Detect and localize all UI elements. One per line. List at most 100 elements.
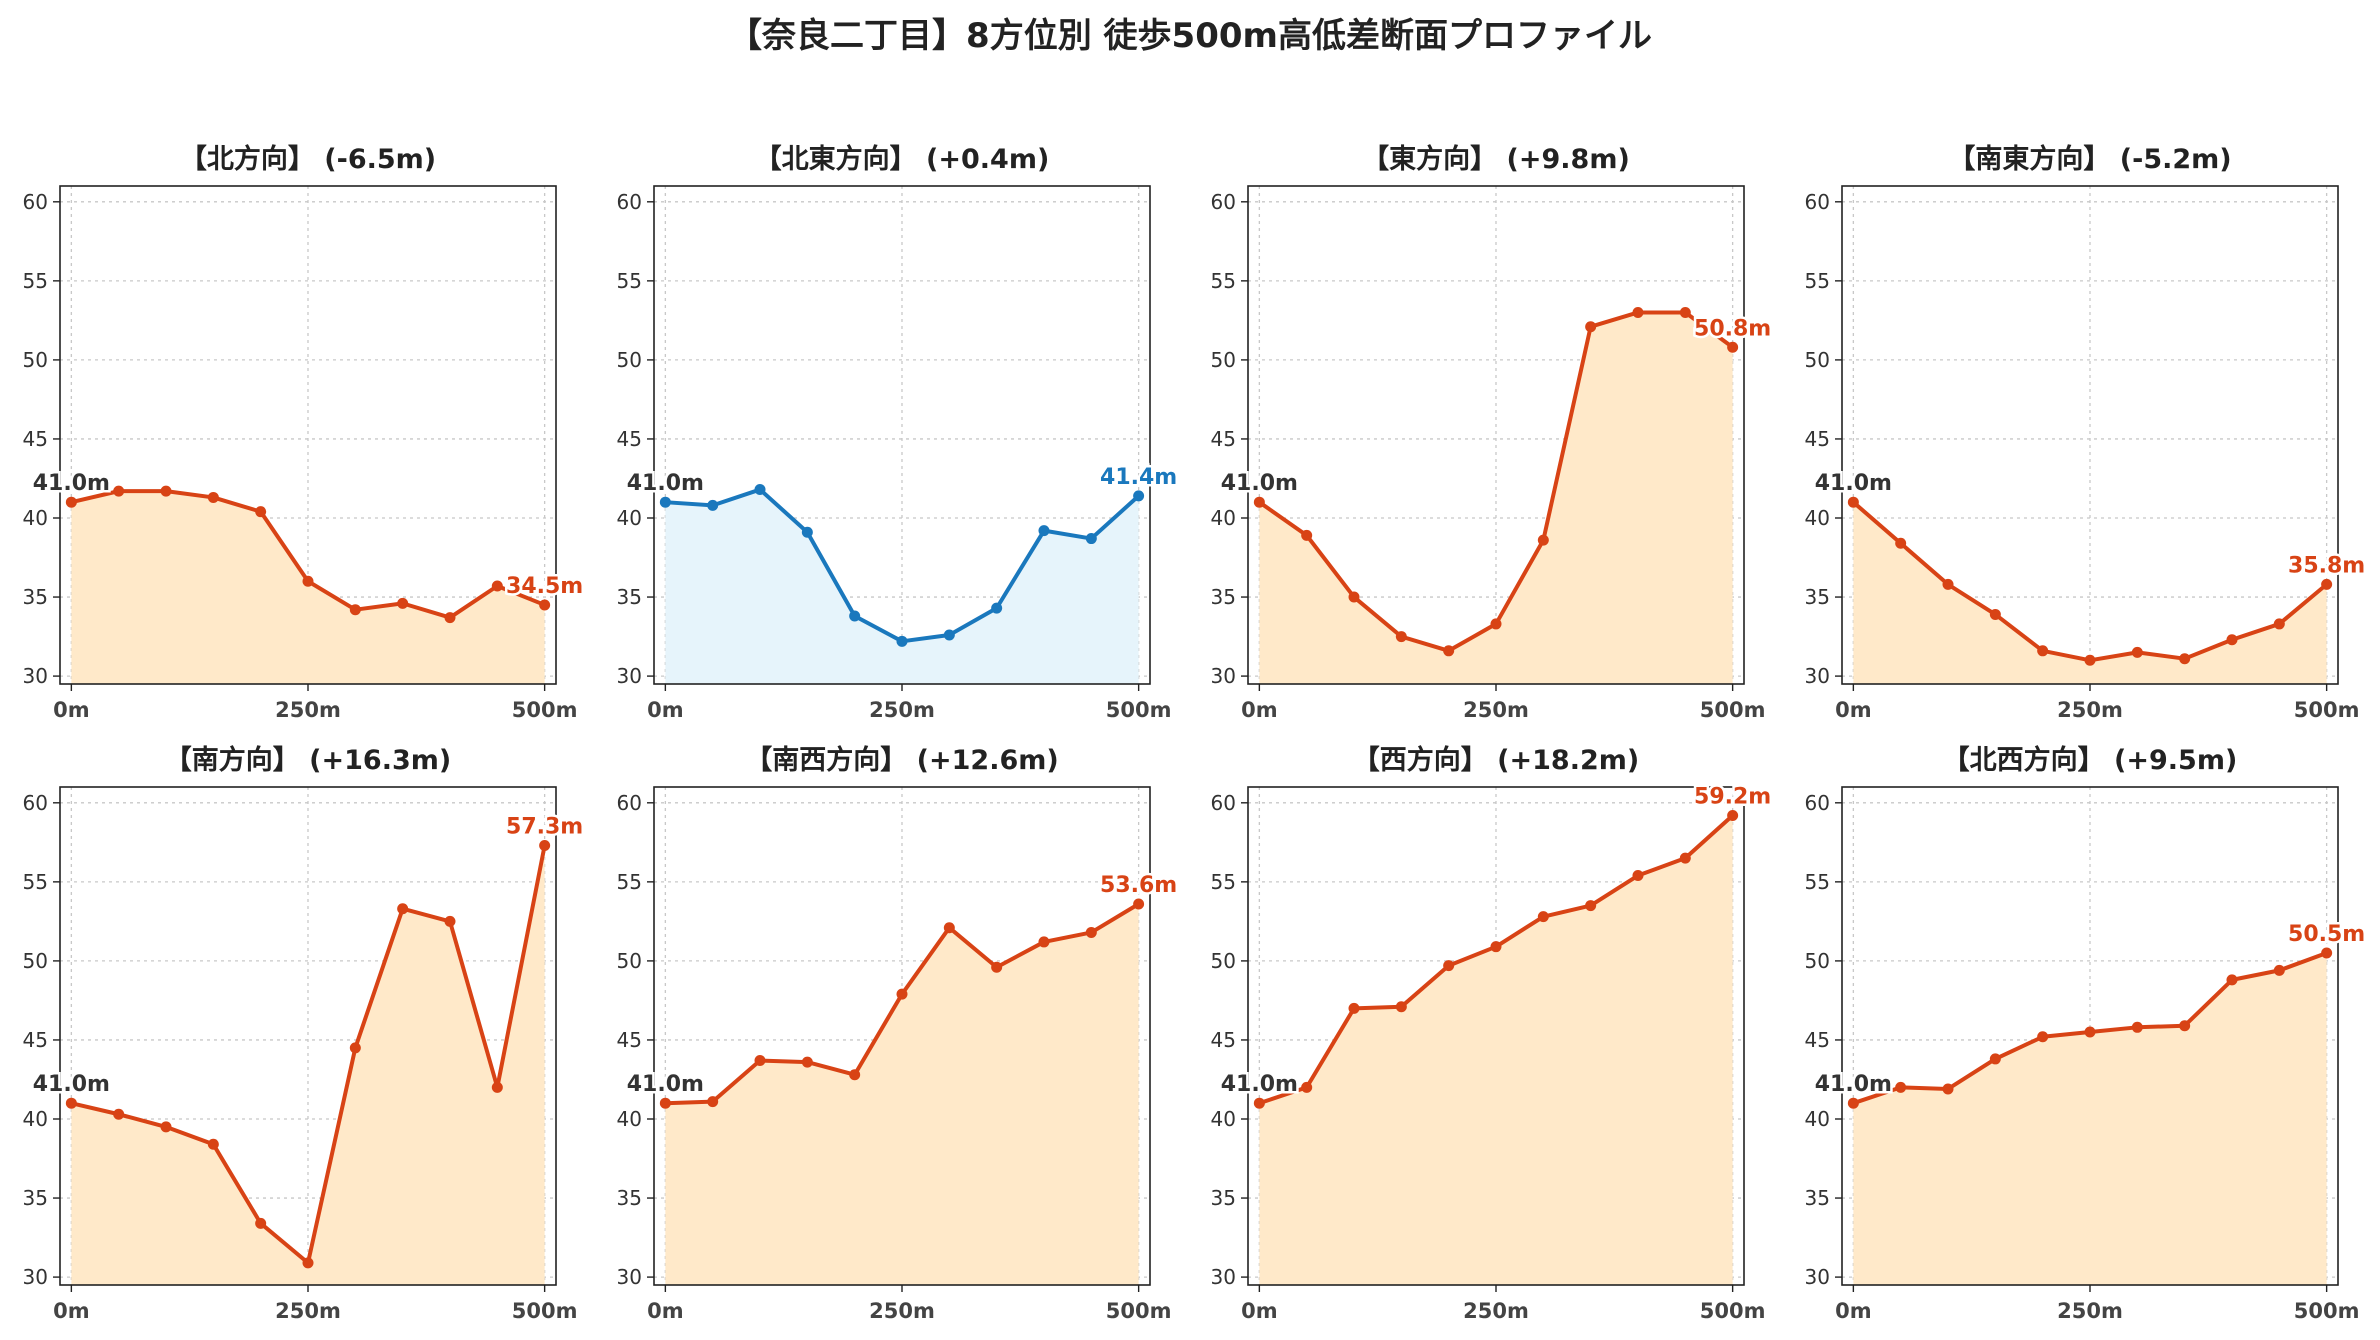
chart-title: 【北西方向】 (+9.5m) <box>1943 744 2238 776</box>
data-point <box>1395 1001 1407 1013</box>
data-point <box>397 903 409 915</box>
y-tick-label: 35 <box>1805 1186 1830 1210</box>
data-point <box>1727 341 1739 353</box>
y-tick-label: 55 <box>1211 870 1236 894</box>
x-tick-label: 250m <box>869 698 935 722</box>
data-point <box>444 915 456 927</box>
data-point <box>444 612 456 624</box>
x-tick-label: 500m <box>1700 1299 1766 1323</box>
chart-panel: 【東方向】 (+9.8m) 30 35 40 45 50 55 60 0m 250m 500m 41.… <box>1211 143 1774 722</box>
data-point <box>65 496 77 508</box>
y-tick-label: 45 <box>23 427 48 451</box>
data-point <box>2084 654 2096 666</box>
y-tick-label: 30 <box>1211 664 1236 688</box>
data-point <box>2179 1020 2191 1032</box>
data-point <box>2226 634 2238 646</box>
data-point <box>1727 809 1739 821</box>
chart-panel: 【西方向】 (+18.2m) 30 35 40 45 50 55 60 0m 250m 500m 41… <box>1211 744 1774 1323</box>
data-point <box>1253 1097 1265 1109</box>
chart-panel: 【南方向】 (+16.3m) 30 35 40 45 50 55 60 0m 250m 500m 41… <box>23 744 586 1323</box>
y-tick-label: 60 <box>617 791 642 815</box>
data-point <box>754 484 766 496</box>
chart-title: 【南東方向】 (-5.2m) <box>1948 143 2231 175</box>
data-point <box>896 635 908 647</box>
data-point <box>255 1217 267 1229</box>
area-fill <box>1853 502 2327 684</box>
end-value-label: 35.8m <box>2288 553 2365 578</box>
y-tick-label: 60 <box>1211 791 1236 815</box>
data-point <box>302 1257 314 1269</box>
end-value-label: 50.8m <box>1694 316 1771 341</box>
y-tick-label: 40 <box>1805 1107 1830 1131</box>
data-point <box>1038 936 1050 948</box>
y-tick-label: 45 <box>1211 427 1236 451</box>
y-tick-label: 40 <box>617 506 642 530</box>
data-point <box>1490 941 1502 953</box>
x-tick-label: 500m <box>1700 698 1766 722</box>
data-point <box>2037 1031 2049 1043</box>
end-value-label: 59.2m <box>1694 784 1771 809</box>
data-point <box>659 496 671 508</box>
y-tick-label: 40 <box>1211 1107 1236 1131</box>
start-value-label: 41.0m <box>1815 1072 1892 1097</box>
x-tick-label: 0m <box>647 1299 684 1323</box>
y-tick-label: 30 <box>617 664 642 688</box>
end-value-label: 53.6m <box>1100 873 1177 898</box>
data-point <box>1989 1053 2001 1065</box>
y-tick-label: 35 <box>617 1186 642 1210</box>
data-point <box>2321 947 2333 959</box>
x-tick-label: 0m <box>1241 1299 1278 1323</box>
data-point <box>1942 1083 1954 1095</box>
y-tick-label: 50 <box>1805 348 1830 372</box>
x-tick-label: 0m <box>53 1299 90 1323</box>
y-tick-label: 60 <box>617 190 642 214</box>
y-tick-label: 55 <box>617 269 642 293</box>
area-fill <box>71 491 545 684</box>
data-point <box>1895 1081 1907 1093</box>
y-tick-label: 35 <box>23 585 48 609</box>
chart-panel: 【南西方向】 (+12.6m) 30 35 40 45 50 55 60 0m 250m 500m 4… <box>617 744 1180 1323</box>
data-point <box>255 506 267 518</box>
data-point <box>113 1108 125 1120</box>
data-point <box>491 1081 503 1093</box>
x-tick-label: 500m <box>512 1299 578 1323</box>
chart-title: 【東方向】 (+9.8m) <box>1362 143 1630 175</box>
y-tick-label: 35 <box>617 585 642 609</box>
end-value-label: 41.4m <box>1100 465 1177 490</box>
y-tick-label: 45 <box>23 1028 48 1052</box>
end-value-label: 34.5m <box>506 574 583 599</box>
start-value-label: 41.0m <box>33 1072 110 1097</box>
data-point <box>2037 645 2049 657</box>
start-value-label: 41.0m <box>627 471 704 496</box>
y-tick-label: 60 <box>1805 190 1830 214</box>
y-tick-label: 55 <box>1211 269 1236 293</box>
y-tick-label: 30 <box>617 1265 642 1289</box>
data-point <box>1632 306 1644 318</box>
data-point <box>302 575 314 587</box>
y-tick-label: 60 <box>23 190 48 214</box>
x-tick-label: 250m <box>275 698 341 722</box>
data-point <box>491 580 503 592</box>
data-point <box>1847 496 1859 508</box>
y-tick-label: 40 <box>23 1107 48 1131</box>
y-tick-label: 30 <box>23 1265 48 1289</box>
data-point <box>1585 321 1597 333</box>
data-point <box>349 604 361 616</box>
y-tick-label: 55 <box>617 870 642 894</box>
data-point <box>1348 591 1360 603</box>
y-tick-label: 35 <box>1211 1186 1236 1210</box>
y-tick-label: 45 <box>617 427 642 451</box>
data-point <box>896 988 908 1000</box>
y-tick-label: 35 <box>23 1186 48 1210</box>
x-tick-label: 500m <box>2294 698 2360 722</box>
data-point <box>2131 646 2143 658</box>
x-tick-label: 250m <box>275 1299 341 1323</box>
y-tick-label: 60 <box>23 791 48 815</box>
data-point <box>349 1042 361 1054</box>
data-point <box>801 1056 813 1068</box>
y-tick-label: 45 <box>1805 427 1830 451</box>
y-tick-label: 50 <box>23 348 48 372</box>
start-value-label: 41.0m <box>1815 471 1892 496</box>
